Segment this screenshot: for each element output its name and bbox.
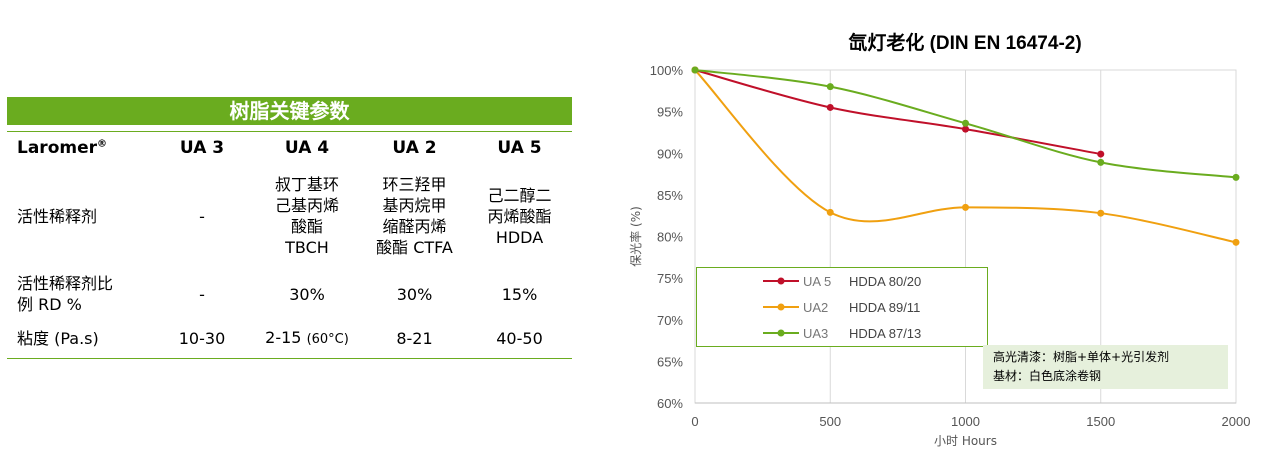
series-line (694, 69, 1101, 156)
chart-grid (694, 69, 1237, 404)
data-point (1232, 238, 1240, 246)
table-cell: 30% (289, 284, 325, 304)
table-cell: 10-30 (152, 320, 252, 359)
y-tick-label: 75% (657, 271, 683, 286)
chart-title: 氙灯老化 (DIN EN 16474-2) (848, 33, 1082, 54)
chart-legend: UA 5 HDDA 80/20 UA2 HDDA 89/11 UA3 HDDA … (696, 267, 988, 347)
header-row: Laromer® UA 3 UA 4 UA 2 UA 5 (7, 132, 572, 164)
x-tick-label: 2000 (1222, 414, 1251, 429)
legend-series-desc: HDDA 80/20 (849, 273, 922, 289)
table-cell: 40-50 (467, 320, 572, 359)
legend-series-desc: HDDA 89/11 (849, 299, 921, 315)
table-cell: - (199, 284, 205, 304)
legend-dot (777, 277, 785, 285)
table-cell: 30% (396, 284, 433, 304)
table-cell: 己二醇二 丙烯酸酯 HDDA (487, 185, 552, 247)
x-tick-label: 500 (819, 414, 841, 429)
table-cell: 8-21 (362, 320, 467, 359)
data-point (826, 103, 834, 111)
y-tick-label: 70% (657, 313, 683, 328)
table-title: 树脂关键参数 (7, 97, 572, 125)
data-point (1097, 158, 1105, 166)
legend-marker (763, 303, 799, 311)
registered-mark: ® (97, 137, 107, 149)
parameter-grid: Laromer® UA 3 UA 4 UA 2 UA 5 活性稀释剂 - 叔丁基… (7, 132, 572, 359)
y-tick-label: 85% (657, 188, 683, 203)
data-point (1232, 173, 1240, 181)
brand-name: Laromer (17, 137, 97, 158)
legend-dot (777, 329, 785, 337)
data-point (1097, 209, 1105, 217)
resin-parameter-table: 树脂关键参数 Laromer® UA 3 UA 4 UA 2 UA 5 活性稀释… (7, 97, 572, 359)
legend-item: UA3 HDDA 87/13 (761, 323, 921, 343)
legend-series-desc: HDDA 87/13 (849, 325, 922, 341)
chart-series (691, 66, 1240, 246)
table-cell: 叔丁基环 己基丙烯 酸酯 TBCH (274, 175, 339, 257)
annotation-line: 基材：白色底涂卷钢 (993, 369, 1102, 383)
data-point (691, 66, 699, 74)
legend-dot (777, 303, 785, 311)
data-point (962, 203, 969, 211)
legend-series-name: UA 5 (803, 273, 832, 289)
table-cell: - (199, 206, 205, 226)
temperature-note: (60°C) (306, 332, 349, 348)
row-label: 粘度 (Pa.s) (7, 320, 152, 359)
y-tick-label: 65% (657, 354, 683, 369)
table-cell: 15% (501, 284, 538, 304)
data-point (826, 208, 834, 216)
table-row: 活性稀释剂比例 RD % - 30% 30% 15% (7, 268, 572, 320)
data-point (962, 125, 969, 133)
row-label: 活性稀释剂比例 RD % (17, 274, 114, 314)
brand-header: Laromer® (7, 132, 152, 164)
y-tick-label: 95% (657, 105, 683, 120)
data-point (1097, 150, 1105, 158)
y-tick-label: 90% (657, 146, 683, 161)
row-label: 活性稀释剂 (17, 206, 98, 226)
legend-marker (763, 277, 799, 285)
x-tick-label: 1000 (951, 414, 980, 429)
table-cell: 2-15 (60°C) (252, 320, 362, 359)
table-title-rule (7, 125, 572, 132)
legend-series-name: UA3 (803, 325, 829, 341)
data-point (826, 83, 834, 91)
x-tick-label: 1500 (1086, 414, 1115, 429)
column-header: UA 4 (284, 137, 330, 158)
cell-value: 2-15 (265, 328, 302, 348)
annotation-line: 高光清漆：树脂+单体+光引发剂 (993, 350, 1170, 364)
legend-item: UA2 HDDA 89/11 (761, 297, 920, 317)
table-cell: 环三羟甲 基丙烷甲 缩醛丙烯 酸酯 CTFA (376, 175, 453, 257)
column-header: UA 3 (179, 137, 225, 158)
legend-item: UA 5 HDDA 80/20 (761, 271, 921, 291)
table-row: 粘度 (Pa.s) 10-30 2-15 (60°C) 8-21 40-50 (7, 320, 572, 359)
column-header: UA 2 (392, 137, 437, 158)
series-line (694, 69, 1237, 244)
data-point (962, 119, 969, 127)
column-header: UA 5 (497, 137, 542, 158)
y-axis-label: 保光率 (%) (628, 206, 643, 267)
x-tick-label: 0 (691, 414, 698, 429)
x-axis-label: 小时 Hours (934, 434, 997, 448)
y-tick-label: 80% (657, 230, 683, 245)
legend-marker (763, 329, 799, 337)
table-row: 活性稀释剂 - 叔丁基环 己基丙烯 酸酯 TBCH 环三羟甲 基丙烷甲 缩醛丙烯 酸酯 CT… (7, 164, 572, 268)
chart-annotation: 高光清漆：树脂+单体+光引发剂 基材：白色底涂卷钢 (983, 345, 1228, 389)
chart-ticks: 0 500 1000 1500 2000 100% 95% 90% 85% 80% 75% 70% 65… (650, 63, 1251, 429)
y-tick-label: 60% (657, 396, 683, 411)
legend-series-name: UA2 (803, 299, 829, 315)
y-tick-label: 100% (650, 63, 684, 78)
